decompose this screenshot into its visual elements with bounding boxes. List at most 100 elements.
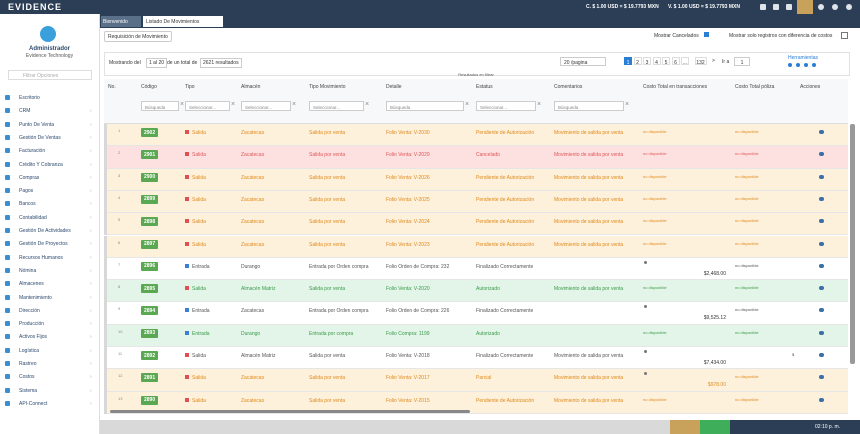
code-badge[interactable]: 2899	[141, 194, 159, 204]
menu-item[interactable]: CRM	[19, 108, 31, 115]
tool-icon[interactable]	[796, 63, 800, 67]
per-page[interactable]: 20 /pagina	[560, 57, 606, 66]
checkbox[interactable]	[841, 32, 848, 39]
page[interactable]: 5	[662, 57, 670, 66]
code-badge[interactable]: 2893	[141, 328, 159, 338]
code-badge[interactable]: 2891	[141, 373, 159, 383]
code-badge[interactable]: 2895	[141, 284, 159, 294]
menu-item[interactable]: Logística	[19, 347, 40, 354]
page-active[interactable]: 1	[624, 57, 632, 66]
code-badge[interactable]: 2896	[141, 261, 159, 271]
menu-item[interactable]: Contabilidad	[19, 214, 47, 221]
filter-input[interactable]: Seleccionar...	[476, 101, 536, 111]
action-icon[interactable]	[819, 353, 824, 357]
menu-item[interactable]: Dirección	[19, 307, 40, 314]
tab-active[interactable]: Listado De Movimientos	[143, 16, 223, 27]
menu-item[interactable]: Punto De Venta	[19, 121, 55, 128]
menu-item[interactable]: Nómina	[19, 267, 37, 274]
sidebar-search[interactable]: Filtrar Opciones	[8, 70, 92, 80]
range[interactable]: 1 al 20	[146, 58, 168, 68]
tool-icon[interactable]	[804, 63, 808, 67]
code-badge[interactable]: 2897	[141, 239, 159, 249]
menu-item[interactable]: Costos	[19, 374, 35, 381]
menu-item[interactable]: Sistema	[19, 387, 38, 394]
filter-input[interactable]: Seleccionar...	[185, 101, 230, 111]
footer-whatsapp[interactable]	[700, 420, 730, 434]
page[interactable]: 3	[643, 57, 651, 66]
page[interactable]: 4	[652, 57, 661, 66]
menu-item[interactable]: Escritorio	[19, 95, 40, 101]
footer-monitor[interactable]	[760, 420, 790, 434]
code-badge[interactable]: 2901	[141, 150, 159, 160]
cell: Folio Venta: V-2023	[386, 241, 430, 248]
menu-item[interactable]: Crédito Y Cobranza	[19, 161, 63, 168]
v-scroll[interactable]	[850, 124, 855, 364]
footer-info[interactable]	[670, 420, 700, 434]
action-icon[interactable]	[819, 174, 824, 179]
top-icon[interactable]	[773, 4, 779, 10]
filter-input[interactable]: Búsqueda	[141, 101, 179, 111]
code-badge[interactable]: 2898	[141, 217, 159, 227]
menu-item[interactable]: Gestión De Ventas	[19, 134, 61, 141]
action-icon[interactable]	[819, 196, 824, 201]
menu-item[interactable]: Recursos Humanos	[19, 254, 63, 261]
tool-icon[interactable]	[812, 63, 816, 67]
goto-input[interactable]: 1	[734, 57, 750, 66]
menu-item[interactable]: Activos Fijos	[19, 334, 48, 341]
menu-arrow: ›	[90, 108, 92, 115]
menu-item[interactable]: Almacenes	[19, 281, 44, 288]
action-icon[interactable]	[819, 375, 824, 380]
menu-item[interactable]: API-Connect	[19, 400, 48, 407]
menu-item[interactable]: Bancos	[19, 201, 36, 208]
page[interactable]: 2	[633, 57, 642, 66]
filter-input[interactable]: Seleccionar...	[241, 101, 291, 111]
show-cancelled[interactable]: Mostrar Cancelados	[654, 33, 699, 39]
checkbox-checked[interactable]	[704, 32, 709, 37]
cell: Zacatecas	[241, 308, 265, 315]
page[interactable]: 132	[694, 57, 707, 66]
menu-item[interactable]: Rastreo	[19, 361, 37, 367]
action-icon[interactable]	[819, 286, 824, 291]
show-diff[interactable]: Mostrar solo registros con diferencia de…	[729, 33, 833, 39]
action-icon[interactable]	[819, 308, 824, 313]
top-icon[interactable]	[846, 4, 852, 10]
top-icon-active[interactable]	[797, 0, 813, 14]
menu-item[interactable]: Producción	[19, 321, 45, 328]
menu-item[interactable]: Gestión De Actividades	[19, 228, 71, 234]
action-icon[interactable]	[819, 241, 824, 246]
menu-item[interactable]: Pagos	[19, 188, 34, 195]
code-badge[interactable]: 2892	[141, 351, 159, 360]
action-icon[interactable]	[819, 397, 824, 402]
filter-input[interactable]: Seleccionar...	[309, 101, 364, 111]
code-badge[interactable]: 2900	[141, 172, 159, 182]
menu-item[interactable]: Facturación	[19, 148, 46, 155]
menu-item[interactable]: Gestión De Proyectos	[19, 241, 68, 248]
action-icon[interactable]	[819, 152, 824, 157]
requisition-button[interactable]: Requisición de Movimiento	[104, 31, 172, 42]
h-scroll[interactable]	[110, 410, 470, 413]
tab[interactable]: Bienvenido	[101, 16, 141, 27]
top-icon[interactable]	[818, 4, 824, 10]
top-icon[interactable]	[786, 4, 792, 10]
menu-item[interactable]: Mantenimiento	[19, 294, 52, 301]
top-icon[interactable]	[760, 4, 766, 10]
tool-icon[interactable]	[788, 63, 792, 67]
action-icon[interactable]	[819, 263, 824, 268]
filter-input[interactable]: Búsqueda	[386, 101, 464, 111]
code-badge[interactable]: 2902	[141, 128, 159, 137]
menu-arrow: ›	[90, 121, 92, 128]
filter-input[interactable]: Búsqueda	[554, 101, 624, 111]
menu-item[interactable]: Compras	[19, 174, 40, 181]
code-badge[interactable]: 2890	[141, 395, 159, 405]
page[interactable]: ...	[681, 57, 689, 66]
cell: Folio Orden de Compra: 226	[386, 308, 450, 315]
action-icon[interactable]	[819, 219, 824, 224]
top-icon[interactable]	[832, 4, 838, 10]
tools[interactable]: Herramientas	[788, 55, 819, 61]
action-icon[interactable]	[819, 330, 824, 335]
footer-youtube[interactable]	[730, 420, 760, 434]
code-badge[interactable]: 2894	[141, 306, 159, 316]
next[interactable]: >	[712, 58, 715, 64]
action-icon[interactable]	[819, 130, 824, 134]
page[interactable]: 6	[671, 57, 680, 66]
